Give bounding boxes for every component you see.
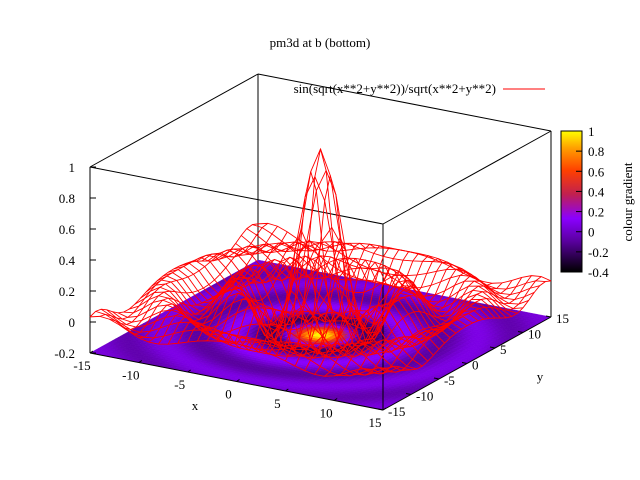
z-tick-label: 0.6 (59, 222, 76, 237)
colorbox-tick-label: -0.4 (588, 265, 609, 280)
x-tick-label: -5 (174, 377, 185, 392)
z-tick-label: 0.2 (59, 284, 75, 299)
y-axis-label: y (537, 369, 544, 384)
y-tick-label: -5 (444, 373, 455, 388)
box-edge (89, 73, 259, 168)
legend-label: sin(sqrt(x**2+y**2))/sqrt(x**2+y**2) (294, 81, 496, 96)
chart-title: pm3d at b (bottom) (270, 35, 371, 50)
z-tick-label: 0.4 (59, 253, 76, 268)
x-tick-label: 0 (225, 387, 232, 402)
y-tick-label: 5 (500, 342, 507, 357)
colorbox-tick-label: 0.4 (588, 184, 605, 199)
z-tick-label: 0 (69, 315, 76, 330)
x-tick-label: -15 (73, 358, 90, 373)
colorbox: -0.4 -0.2 0 0.2 0.4 0.6 0.8 1 colour gradient (560, 124, 635, 280)
legend: sin(sqrt(x**2+y**2))/sqrt(x**2+y**2) (294, 81, 545, 96)
x-tick-label: 10 (320, 406, 333, 421)
z-tick-label: 0.8 (59, 191, 75, 206)
colorbox-tick-label: 1 (588, 124, 595, 139)
y-tick-label: 0 (472, 358, 479, 373)
z-tick-label: -0.2 (54, 346, 75, 361)
y-tick-label: 10 (528, 327, 541, 342)
x-tick-label: 15 (369, 415, 382, 430)
colorbox-tick-label: 0.6 (588, 164, 605, 179)
colorbox-tick-label: 0.2 (588, 205, 604, 220)
y-tick-label: 15 (556, 311, 569, 326)
colorbox-tick-label: -0.2 (588, 245, 609, 260)
colorbox-label: colour gradient (620, 162, 635, 241)
x-axis-label: x (192, 398, 199, 413)
z-tick-label: 1 (69, 160, 76, 175)
colorbox-tick-label: 0 (588, 225, 595, 240)
x-tick-label: 5 (274, 396, 281, 411)
x-tick-label: -10 (122, 368, 139, 383)
box-edge (89, 166, 384, 225)
y-tick-label: -15 (388, 404, 405, 419)
colorbox-gradient (560, 130, 583, 273)
box-edge (382, 130, 552, 225)
colorbox-tick-label: 0.8 (588, 144, 604, 159)
y-tick-label: -10 (416, 389, 433, 404)
